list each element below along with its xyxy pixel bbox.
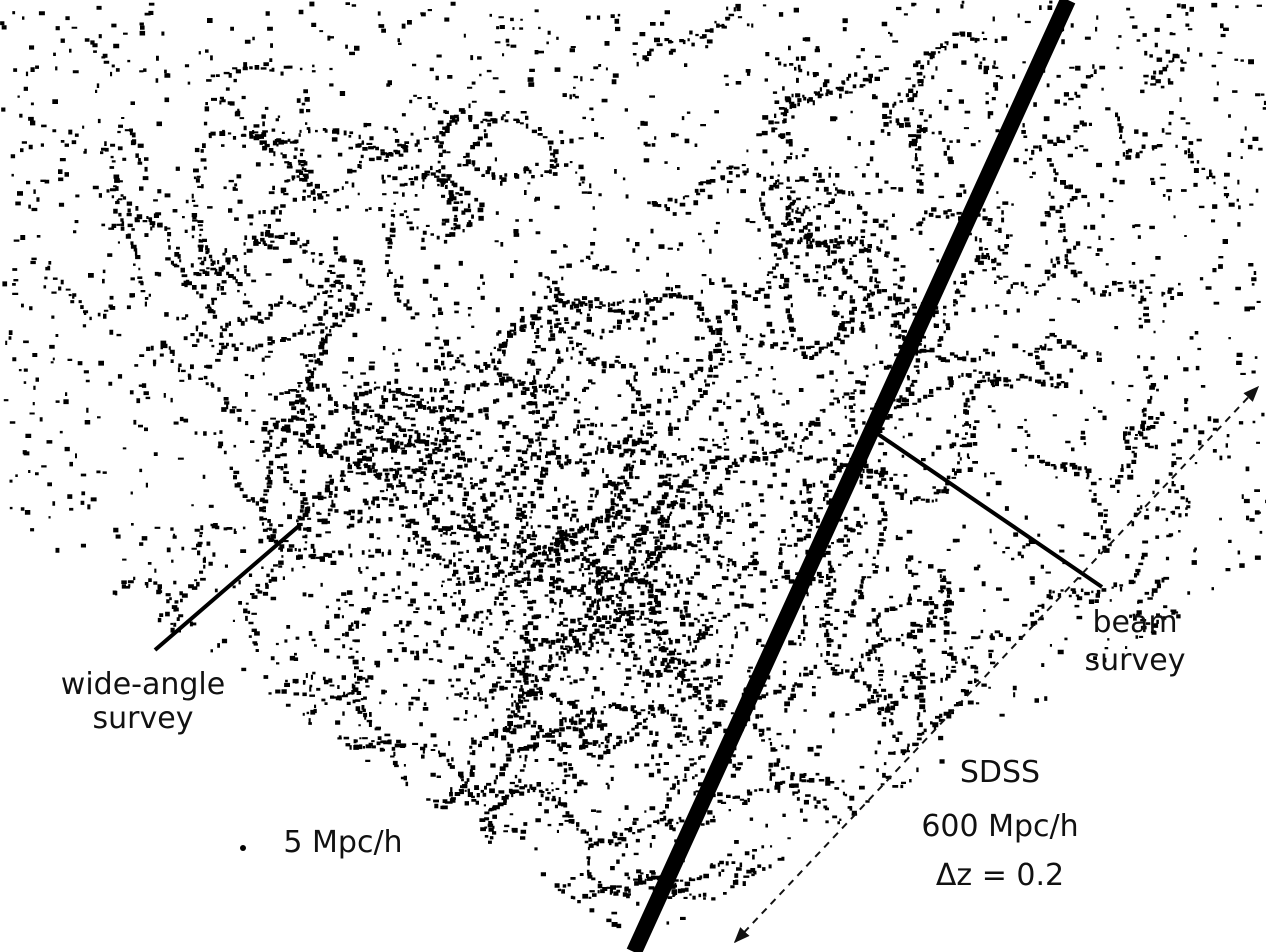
galaxy-distribution: [0, 0, 1266, 929]
beam-label: beam: [1092, 605, 1177, 640]
survey-redshift: Δz = 0.2: [936, 858, 1064, 893]
beam-label: survey: [1085, 643, 1186, 678]
wide-angle-label: survey: [93, 701, 194, 736]
depth-arrow: [733, 385, 1260, 944]
wide-angle-label: wide-angle: [61, 667, 225, 702]
scale-label: 5 Mpc/h: [283, 825, 402, 860]
galaxy-dots: [0, 0, 1266, 929]
scale-dot: [240, 845, 246, 851]
survey-depth: 600 Mpc/h: [921, 809, 1078, 844]
pointer-line: [870, 428, 1104, 589]
pointer-line: [153, 523, 302, 652]
survey-name: SDSS: [960, 755, 1040, 790]
